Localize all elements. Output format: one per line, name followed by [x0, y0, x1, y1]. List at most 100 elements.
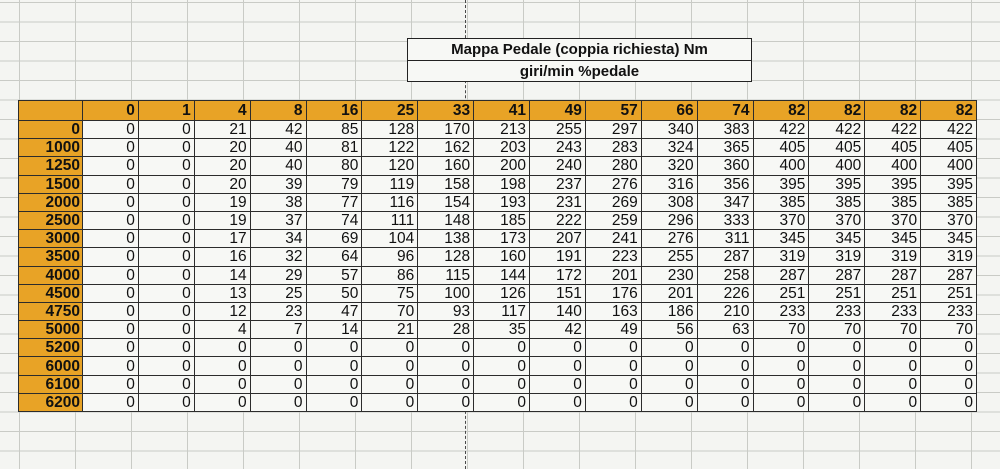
- torque-cell[interactable]: 0: [193, 356, 251, 376]
- torque-cell[interactable]: 0: [473, 392, 530, 413]
- torque-cell[interactable]: 222: [529, 210, 586, 231]
- torque-cell[interactable]: 0: [82, 229, 139, 249]
- torque-cell[interactable]: 251: [864, 283, 922, 303]
- torque-cell[interactable]: 115: [417, 265, 475, 285]
- torque-cell[interactable]: 163: [584, 301, 642, 322]
- rpm-header-cell[interactable]: 3500: [18, 247, 83, 267]
- torque-cell[interactable]: 345: [808, 229, 866, 249]
- torque-cell[interactable]: 14: [193, 265, 251, 285]
- torque-cell[interactable]: 422: [808, 119, 866, 140]
- torque-cell[interactable]: 75: [361, 283, 419, 303]
- torque-cell[interactable]: 49: [584, 320, 642, 340]
- torque-cell[interactable]: 200: [473, 156, 530, 176]
- torque-cell[interactable]: 0: [584, 338, 642, 358]
- torque-cell[interactable]: 96: [361, 247, 419, 267]
- torque-cell[interactable]: 151: [529, 283, 586, 303]
- torque-cell[interactable]: 365: [696, 138, 754, 158]
- torque-cell[interactable]: 345: [864, 229, 922, 249]
- torque-cell[interactable]: 0: [82, 338, 139, 358]
- torque-cell[interactable]: 12: [193, 301, 251, 322]
- torque-cell[interactable]: 0: [82, 247, 139, 267]
- torque-cell[interactable]: 20: [193, 174, 251, 194]
- torque-cell[interactable]: 160: [473, 247, 530, 267]
- torque-cell[interactable]: 0: [137, 301, 195, 322]
- torque-cell[interactable]: 0: [696, 392, 754, 413]
- torque-cell[interactable]: 370: [808, 210, 866, 231]
- torque-cell[interactable]: 251: [752, 283, 810, 303]
- torque-cell[interactable]: 0: [529, 338, 586, 358]
- table-title[interactable]: Mappa Pedale (coppia richiesta) Nm: [408, 39, 751, 61]
- torque-cell[interactable]: 13: [193, 283, 251, 303]
- torque-cell[interactable]: 360: [696, 156, 754, 176]
- pedal-header-cell[interactable]: 33: [417, 100, 475, 121]
- torque-cell[interactable]: 0: [193, 338, 251, 358]
- torque-cell[interactable]: 276: [640, 229, 698, 249]
- torque-cell[interactable]: 385: [864, 192, 922, 212]
- pedal-header-cell[interactable]: 4: [193, 100, 251, 121]
- torque-cell[interactable]: 0: [137, 374, 195, 394]
- pedal-header-cell[interactable]: 82: [920, 100, 977, 121]
- torque-cell[interactable]: 0: [752, 356, 810, 376]
- torque-cell[interactable]: 176: [584, 283, 642, 303]
- torque-cell[interactable]: 21: [193, 119, 251, 140]
- torque-cell[interactable]: 0: [640, 374, 698, 394]
- torque-cell[interactable]: 0: [305, 338, 363, 358]
- torque-cell[interactable]: 258: [696, 265, 754, 285]
- torque-cell[interactable]: 0: [696, 374, 754, 394]
- torque-cell[interactable]: 4: [193, 320, 251, 340]
- torque-cell[interactable]: 0: [137, 338, 195, 358]
- torque-cell[interactable]: 0: [752, 374, 810, 394]
- torque-cell[interactable]: 93: [417, 301, 475, 322]
- torque-cell[interactable]: 111: [361, 210, 419, 231]
- torque-cell[interactable]: 148: [417, 210, 475, 231]
- torque-cell[interactable]: 240: [529, 156, 586, 176]
- torque-cell[interactable]: 422: [920, 119, 977, 140]
- torque-cell[interactable]: 170: [417, 119, 475, 140]
- torque-cell[interactable]: 0: [82, 119, 139, 140]
- torque-cell[interactable]: 405: [864, 138, 922, 158]
- torque-cell[interactable]: 203: [473, 138, 530, 158]
- corner-cell[interactable]: [18, 100, 83, 121]
- torque-cell[interactable]: 0: [137, 283, 195, 303]
- rpm-header-cell[interactable]: 5200: [18, 338, 83, 358]
- torque-cell[interactable]: 120: [361, 156, 419, 176]
- torque-cell[interactable]: 0: [361, 356, 419, 376]
- torque-cell[interactable]: 0: [584, 374, 642, 394]
- torque-cell[interactable]: 0: [137, 156, 195, 176]
- torque-cell[interactable]: 233: [808, 301, 866, 322]
- torque-cell[interactable]: 34: [249, 229, 307, 249]
- torque-cell[interactable]: 70: [808, 320, 866, 340]
- torque-cell[interactable]: 400: [752, 156, 810, 176]
- torque-cell[interactable]: 70: [920, 320, 977, 340]
- torque-cell[interactable]: 47: [305, 301, 363, 322]
- pedal-header-cell[interactable]: 1: [137, 100, 195, 121]
- torque-cell[interactable]: 80: [305, 156, 363, 176]
- torque-cell[interactable]: 340: [640, 119, 698, 140]
- torque-cell[interactable]: 173: [473, 229, 530, 249]
- torque-cell[interactable]: 0: [305, 392, 363, 413]
- torque-cell[interactable]: 0: [305, 356, 363, 376]
- torque-cell[interactable]: 172: [529, 265, 586, 285]
- rpm-header-cell[interactable]: 6100: [18, 374, 83, 394]
- torque-cell[interactable]: 0: [417, 356, 475, 376]
- torque-cell[interactable]: 0: [82, 356, 139, 376]
- torque-cell[interactable]: 140: [529, 301, 586, 322]
- torque-cell[interactable]: 0: [584, 356, 642, 376]
- torque-cell[interactable]: 395: [752, 174, 810, 194]
- torque-cell[interactable]: 0: [361, 374, 419, 394]
- torque-cell[interactable]: 28: [417, 320, 475, 340]
- rpm-header-cell[interactable]: 5000: [18, 320, 83, 340]
- torque-cell[interactable]: 319: [864, 247, 922, 267]
- torque-cell[interactable]: 126: [473, 283, 530, 303]
- torque-cell[interactable]: 162: [417, 138, 475, 158]
- torque-cell[interactable]: 25: [249, 283, 307, 303]
- rpm-header-cell[interactable]: 1250: [18, 156, 83, 176]
- torque-cell[interactable]: 23: [249, 301, 307, 322]
- torque-cell[interactable]: 122: [361, 138, 419, 158]
- torque-cell[interactable]: 20: [193, 156, 251, 176]
- torque-cell[interactable]: 0: [529, 356, 586, 376]
- torque-cell[interactable]: 259: [584, 210, 642, 231]
- torque-cell[interactable]: 50: [305, 283, 363, 303]
- torque-cell[interactable]: 186: [640, 301, 698, 322]
- torque-cell[interactable]: 0: [193, 392, 251, 413]
